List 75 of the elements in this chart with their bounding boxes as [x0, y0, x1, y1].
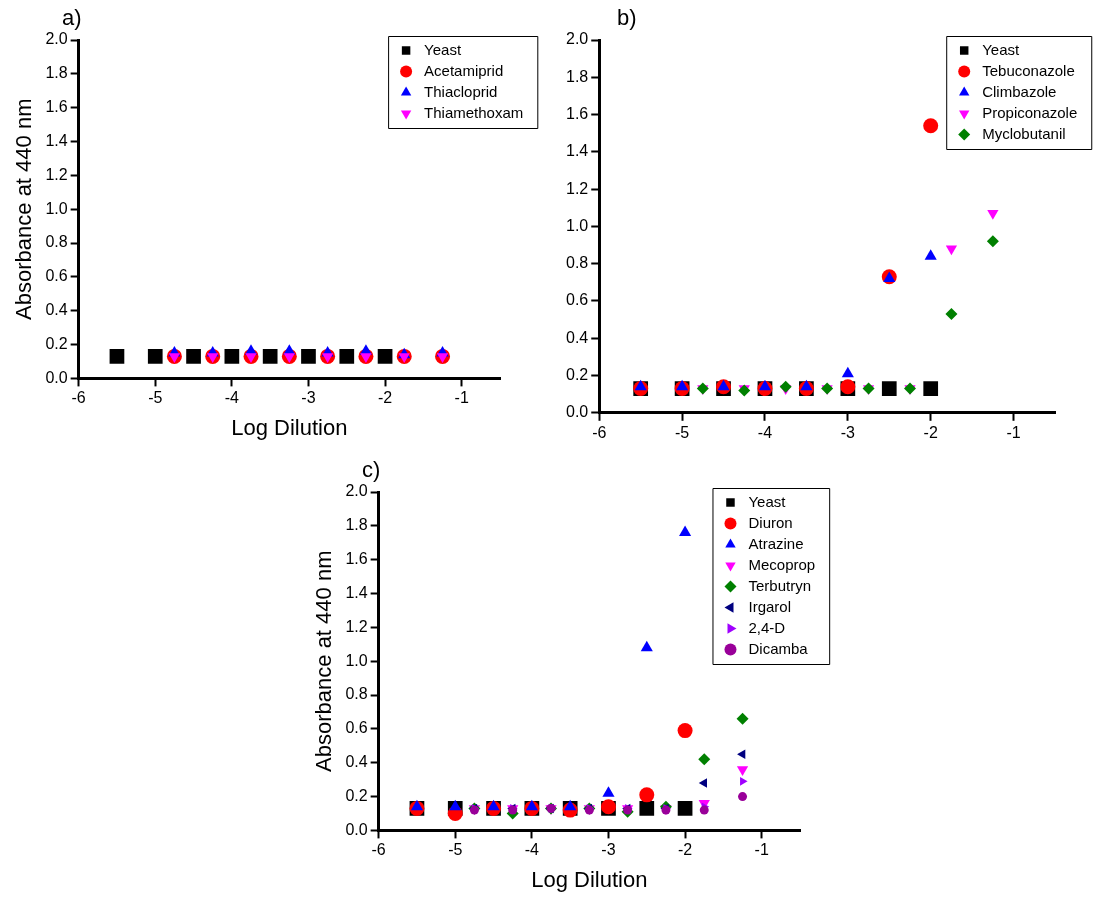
x-tick-label: -3	[601, 841, 616, 859]
y-tick-label: 1.6	[45, 98, 68, 116]
legend-label: Climbazole	[982, 82, 1057, 100]
x-tick-label: -1	[1006, 423, 1021, 441]
y-tick-label: 0.2	[45, 334, 68, 352]
y-tick-label: 1.8	[565, 67, 589, 85]
y-tick-label: 0.0	[565, 403, 589, 421]
x-tick-label: -2	[923, 423, 938, 441]
y-tick-label: 1.8	[45, 64, 68, 82]
x-tick-label: -4	[524, 841, 540, 859]
legend-label: Atrazine	[748, 534, 804, 552]
y-tick-label: 1.2	[45, 165, 68, 183]
y-tick-label: 0.8	[345, 685, 368, 703]
legend-label: Thiamethoxam	[424, 103, 524, 121]
legend-label: Acetamiprid	[424, 61, 504, 79]
legend-label: 2,4-D	[748, 618, 786, 636]
y-tick-label: 0.4	[45, 301, 68, 319]
y-tick-label: 0.6	[565, 291, 589, 309]
y-axis-title: Absorbance at 440 nm	[11, 98, 37, 320]
chart-title: b)	[617, 5, 637, 31]
y-tick-label: 0.0	[45, 368, 68, 386]
y-tick-label: 2.0	[345, 482, 368, 500]
x-tick-label: -6	[592, 423, 607, 441]
y-axis-title: Absorbance at 440 nm	[311, 550, 337, 772]
y-tick-label: 1.4	[45, 131, 68, 149]
y-tick-label: 0.2	[565, 365, 589, 383]
legend-label: Mecoprop	[748, 555, 816, 573]
chart-title: c)	[362, 457, 381, 483]
legend-label: Dicamba	[748, 639, 809, 657]
x-tick-label: -5	[148, 389, 163, 407]
x-axis-title: Log Dilution	[231, 414, 348, 440]
legend-label: Terbutryn	[748, 576, 812, 594]
y-tick-label: 1.6	[345, 550, 368, 568]
legend-label: Yeast	[982, 40, 1021, 58]
legend-label: Propiconazole	[982, 103, 1078, 121]
x-tick-label: -5	[674, 423, 690, 441]
y-tick-label: 0.4	[565, 328, 589, 346]
legend-label: Thiacloprid	[424, 82, 498, 100]
y-tick-label: 1.4	[565, 142, 589, 160]
y-tick-label: 2.0	[45, 30, 68, 48]
y-tick-label: 0.8	[565, 254, 589, 272]
x-tick-label: -5	[448, 841, 463, 859]
legend-label: Tebuconazole	[982, 61, 1075, 79]
y-tick-label: 1.2	[565, 179, 589, 197]
y-tick-label: 1.0	[345, 651, 368, 669]
x-tick-label: -3	[840, 423, 856, 441]
legend-label: Diuron	[748, 513, 793, 531]
y-tick-label: 1.6	[565, 104, 589, 122]
x-tick-label: -1	[454, 389, 469, 407]
x-tick-label: -6	[371, 841, 386, 859]
legend-label: Yeast	[424, 40, 462, 58]
y-tick-label: 0.2	[345, 786, 368, 804]
x-tick-label: -2	[377, 389, 393, 407]
x-axis-title: Log Dilution	[531, 866, 648, 892]
chart-title: a)	[62, 5, 82, 31]
x-tick-label: -2	[677, 841, 693, 859]
y-tick-label: 0.0	[345, 820, 368, 838]
y-tick-label: 0.8	[45, 233, 68, 251]
legend-label: Myclobutanil	[982, 124, 1066, 142]
y-tick-label: 2.0	[565, 30, 589, 48]
x-tick-label: -6	[71, 389, 86, 407]
y-tick-label: 1.4	[345, 583, 368, 601]
y-tick-label: 1.0	[565, 216, 589, 234]
legend-label: Irgarol	[748, 597, 792, 615]
x-tick-label: -4	[757, 423, 773, 441]
y-tick-label: 1.0	[45, 199, 68, 217]
x-tick-label: -4	[224, 389, 240, 407]
y-tick-label: 0.6	[345, 719, 368, 737]
y-tick-label: 0.4	[345, 753, 368, 771]
y-tick-label: 1.2	[345, 617, 368, 635]
y-tick-label: 1.8	[345, 516, 368, 534]
y-tick-label: 0.6	[45, 267, 68, 285]
x-tick-label: -1	[754, 841, 769, 859]
legend-label: Yeast	[748, 492, 787, 510]
x-tick-label: -3	[301, 389, 316, 407]
